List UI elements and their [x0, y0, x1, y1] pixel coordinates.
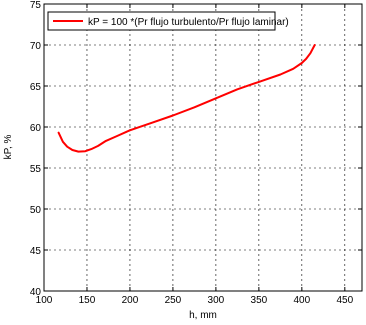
- y-tick-label: 70: [30, 41, 42, 52]
- y-tick-label: 75: [30, 0, 42, 11]
- y-tick-label: 55: [30, 164, 42, 175]
- y-axis-label: kP, %: [3, 134, 14, 159]
- y-tick-label: 65: [30, 82, 42, 93]
- x-axis-label: h, mm: [189, 310, 217, 321]
- legend-entry-label: kP = 100 *(Pr flujo turbulento/Pr flujo …: [88, 17, 289, 28]
- x-tick-label: 450: [336, 295, 353, 306]
- x-tick-label: 350: [251, 295, 268, 306]
- x-tick-label: 400: [293, 295, 310, 306]
- y-tick-label: 40: [30, 287, 42, 298]
- y-tick-label: 45: [30, 246, 42, 257]
- series-group: [57, 44, 316, 153]
- legend: kP = 100 *(Pr flujo turbulento/Pr flujo …: [47, 11, 289, 31]
- x-tick-label: 300: [208, 295, 225, 306]
- x-tick-label: 250: [165, 295, 182, 306]
- y-tick-label: 50: [30, 205, 42, 216]
- axis-ticks: 100 150 200 250 300 350 400 450 40 45 50 55 60 65 70 75: [30, 0, 362, 306]
- plot-frame: [43, 3, 363, 292]
- y-tick-label: 60: [30, 123, 42, 134]
- legend-box: [47, 11, 276, 31]
- x-tick-label: 150: [79, 295, 96, 306]
- x-tick-label: 200: [122, 295, 139, 306]
- x-tick-label: 100: [36, 295, 53, 306]
- series-line: [57, 44, 316, 153]
- grid-lines: [44, 4, 362, 291]
